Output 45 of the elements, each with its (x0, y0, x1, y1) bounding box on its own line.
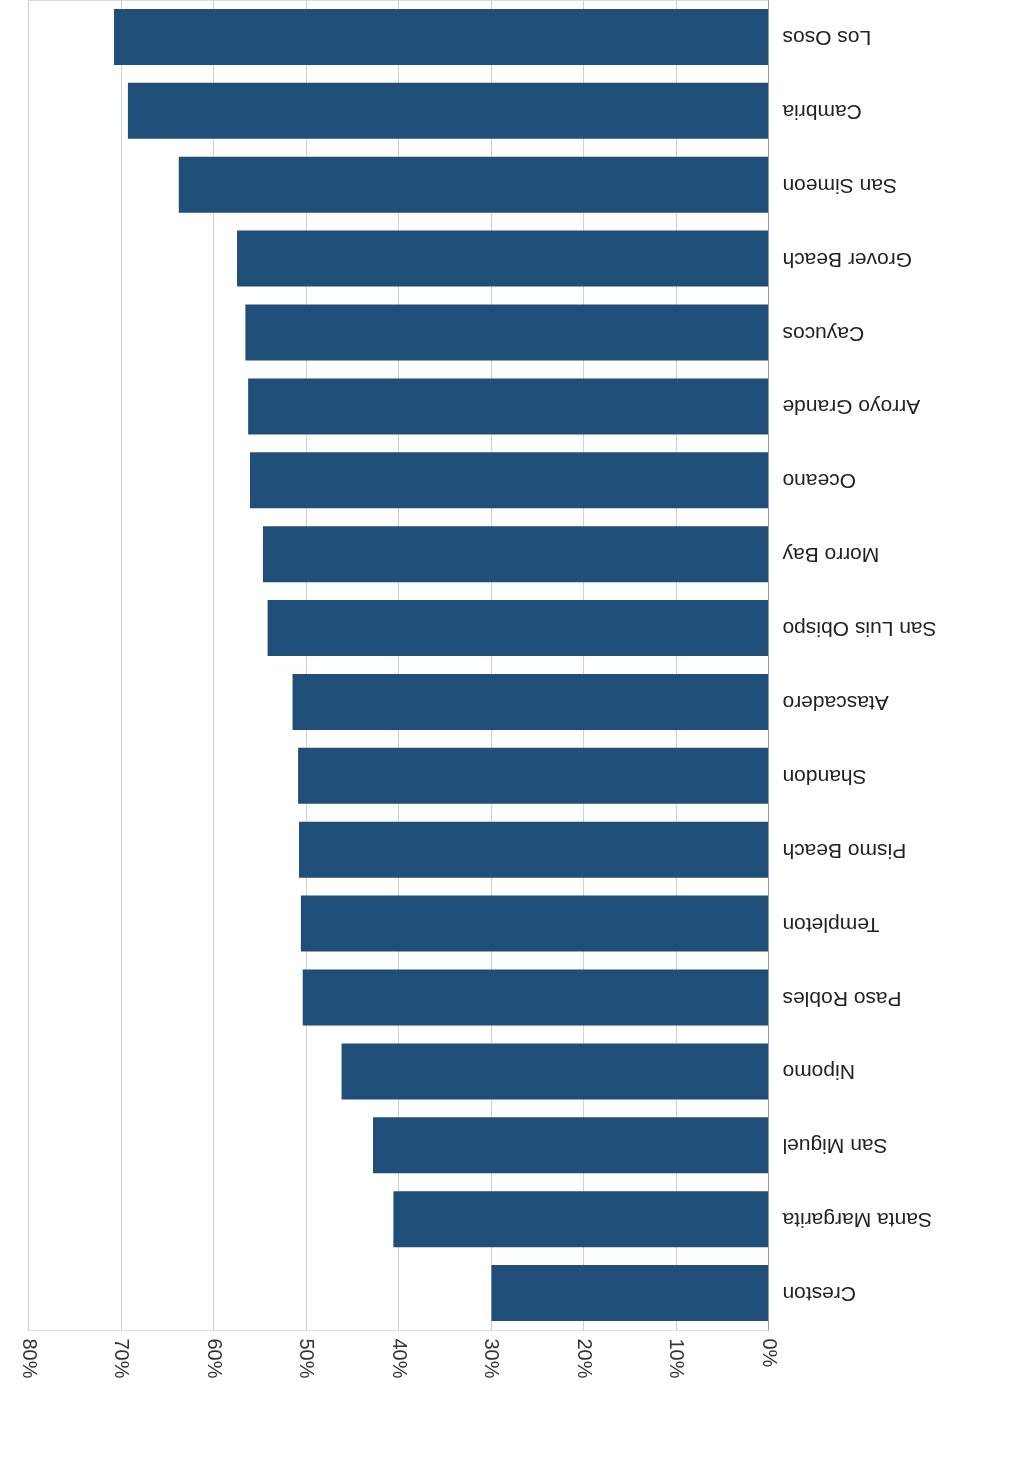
bar (178, 156, 768, 213)
x-tick-label: 70% (111, 1338, 133, 1379)
y-tick-label: Atascadero (782, 691, 889, 715)
y-tick-label: Templeton (782, 913, 880, 937)
bar (262, 526, 768, 583)
bar (292, 673, 768, 730)
y-tick-label: San Miguel (782, 1135, 888, 1159)
bar (299, 821, 768, 878)
y-tick-label: Creston (782, 1283, 857, 1307)
bar (393, 1191, 768, 1248)
y-tick-label: Nipomo (782, 1061, 855, 1085)
bar (341, 1043, 768, 1100)
bar (114, 8, 768, 65)
bar (237, 230, 768, 287)
x-tick-label: 80% (18, 1338, 41, 1379)
bar (127, 82, 768, 139)
y-tick-label: Cambria (782, 100, 862, 124)
bar (373, 1117, 768, 1174)
y-tick-label: San Simeon (782, 174, 897, 198)
y-tick-label: Pismo Beach (782, 839, 907, 863)
bar (250, 452, 768, 509)
y-tick-label: Los Osos (782, 26, 872, 50)
x-tick-label: 0% (758, 1338, 781, 1368)
bar (302, 969, 768, 1026)
bar (267, 600, 768, 657)
x-tick-label: 50% (296, 1338, 318, 1379)
x-tick-label: 60% (203, 1338, 226, 1379)
bar (245, 304, 768, 361)
y-tick-label: Grover Beach (782, 248, 913, 272)
y-tick-label: Cayucos (782, 322, 865, 346)
x-tick-label: 30% (481, 1338, 503, 1379)
y-tick-label: San Luis Obispo (782, 618, 937, 642)
bar (298, 747, 768, 804)
y-tick-label: Shandon (782, 765, 867, 789)
y-tick-label: Oceano (782, 470, 857, 494)
x-tick-label: 40% (388, 1338, 411, 1379)
x-tick-label: 20% (573, 1338, 596, 1379)
y-tick-label: Paso Robles (782, 987, 902, 1011)
bar (491, 1265, 768, 1322)
y-tick-label: Arroyo Grande (782, 396, 921, 420)
y-tick-label: Santa Margarita (782, 1209, 932, 1233)
x-tick-label: 10% (666, 1338, 688, 1379)
bar (248, 378, 768, 435)
bar (300, 895, 768, 952)
y-tick-label: Morro Bay (782, 544, 880, 568)
